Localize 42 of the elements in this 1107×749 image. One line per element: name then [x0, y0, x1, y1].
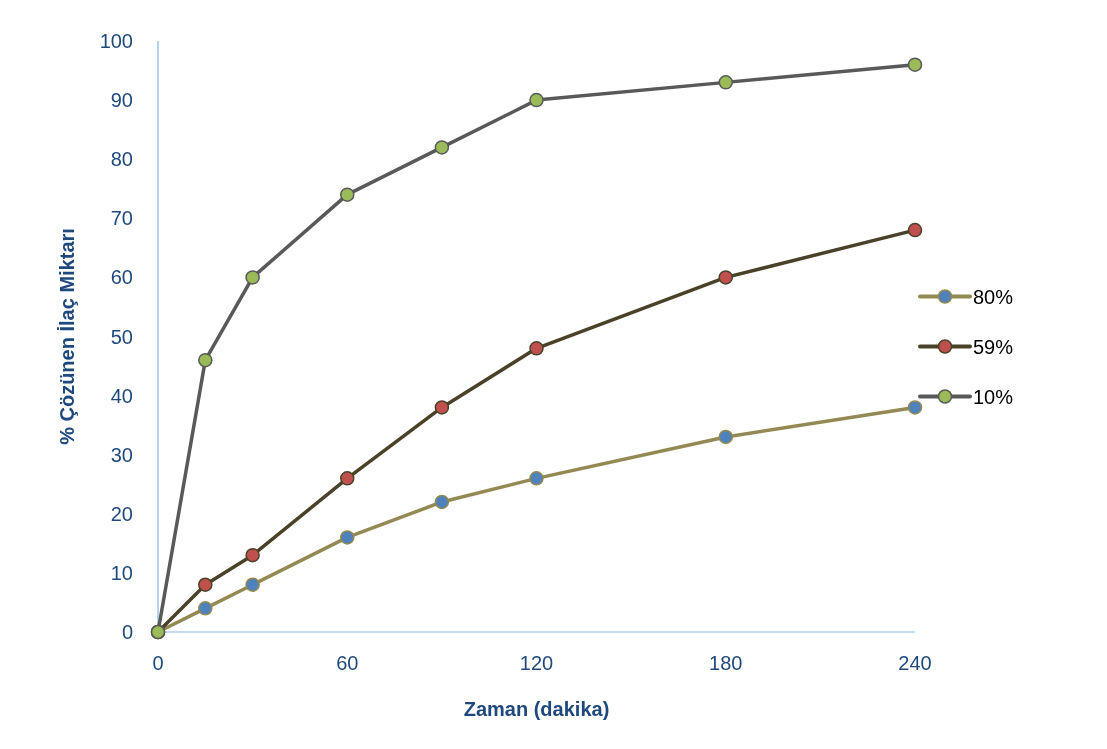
point [198, 601, 213, 616]
legend-label: 59% [973, 335, 1014, 358]
legend-label: 10% [973, 385, 1014, 408]
y-tick-label: 20 [110, 502, 133, 525]
y-axis-title: % Çözünen İlaç Miktarı [56, 228, 78, 445]
x-tick-label: 180 [709, 652, 743, 674]
point [340, 471, 355, 486]
point [434, 494, 450, 510]
point [245, 577, 260, 592]
y-tick-label: 0 [121, 621, 133, 643]
point [245, 547, 260, 563]
x-tick-label: 60 [336, 652, 359, 674]
x-tick-label: 120 [519, 652, 554, 674]
point [340, 187, 355, 202]
point [718, 270, 733, 285]
y-tick-label: 90 [110, 89, 133, 112]
point [529, 471, 544, 486]
y-tick-label: 60 [110, 266, 133, 289]
point [718, 75, 733, 90]
x-axis-title: Zaman (dakika) [463, 698, 610, 720]
point [198, 577, 213, 592]
point [718, 429, 733, 445]
y-tick-label: 30 [110, 443, 133, 466]
point [245, 270, 260, 285]
point [529, 341, 544, 356]
point [907, 222, 923, 238]
x-tick-label: 240 [898, 652, 932, 674]
y-tick-label: 50 [110, 325, 133, 348]
x-tick-label: 0 [152, 652, 164, 674]
point [434, 140, 450, 155]
y-tick-label: 70 [110, 207, 133, 230]
point [340, 530, 355, 545]
y-tick-label: 10 [110, 561, 133, 584]
y-tick-label: 40 [110, 384, 133, 407]
y-tick-label: 100 [99, 30, 133, 52]
point [907, 400, 923, 415]
point [529, 92, 544, 108]
point [907, 57, 923, 72]
point [198, 352, 213, 368]
y-tick-label: 80 [110, 148, 133, 171]
point [434, 400, 450, 415]
legend-label: 80% [973, 285, 1014, 308]
